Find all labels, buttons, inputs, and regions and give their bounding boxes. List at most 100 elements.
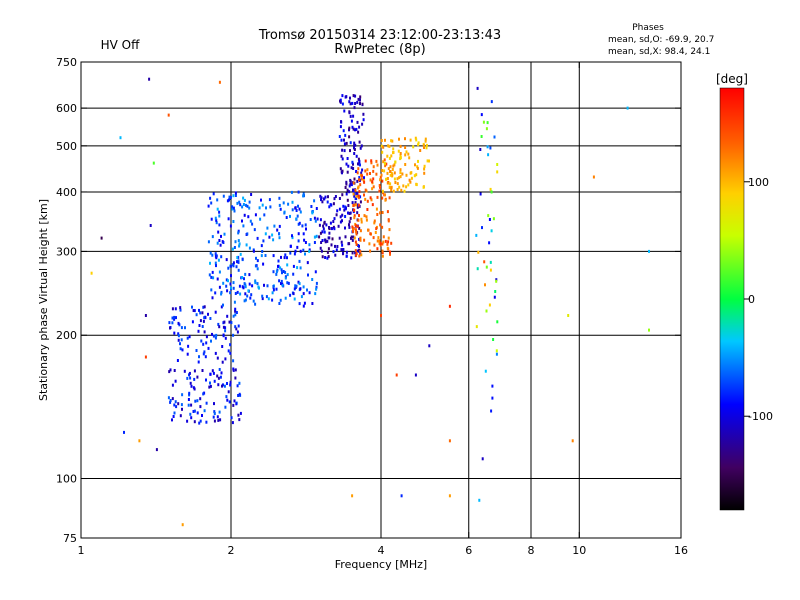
scatter-point	[386, 177, 389, 180]
scatter-point	[381, 249, 384, 253]
scatter-point	[423, 164, 426, 168]
y-tick-label: 600	[56, 102, 77, 115]
scatter-point	[201, 311, 204, 315]
scatter-point	[208, 273, 211, 277]
scatter-point	[186, 336, 189, 340]
scatter-point	[448, 439, 451, 443]
scatter-point	[177, 321, 180, 325]
scatter-point	[488, 241, 491, 245]
scatter-point	[358, 125, 361, 129]
scatter-point	[229, 343, 232, 347]
scatter-point	[379, 223, 382, 227]
scatter-point	[491, 396, 494, 400]
scatter-point	[303, 301, 306, 305]
scatter-point	[379, 211, 382, 215]
scatter-point	[224, 405, 227, 409]
scatter-point	[249, 219, 252, 223]
scatter-point	[315, 207, 318, 210]
scatter-point	[284, 276, 287, 280]
scatter-point	[245, 243, 248, 247]
scatter-point	[203, 350, 206, 354]
scatter-point	[375, 207, 378, 211]
scatter-point	[302, 248, 305, 252]
scatter-point	[363, 238, 366, 242]
scatter-point	[256, 267, 259, 271]
scatter-point	[404, 146, 407, 149]
scatter-point	[229, 351, 232, 355]
scatter-point	[361, 168, 364, 172]
scatter-point	[400, 188, 403, 192]
scatter-point	[315, 234, 318, 238]
scatter-point	[356, 205, 359, 209]
scatter-point	[144, 314, 147, 317]
scatter-point	[356, 224, 359, 228]
scatter-point	[345, 141, 348, 145]
scatter-point	[412, 145, 415, 149]
scatter-point	[359, 252, 362, 256]
scatter-point	[320, 249, 323, 253]
scatter-point	[326, 200, 329, 204]
scatter-point	[177, 334, 180, 338]
scatter-point	[486, 121, 489, 125]
scatter-point	[320, 196, 323, 200]
scatter-point	[259, 217, 262, 221]
scatter-point	[355, 194, 358, 198]
scatter-point	[217, 258, 220, 262]
scatter-point	[390, 154, 393, 158]
scatter-point	[173, 317, 176, 321]
scatter-point	[273, 224, 276, 228]
scatter-point	[382, 235, 385, 239]
scatter-point	[279, 207, 282, 211]
scatter-point	[380, 139, 383, 142]
scatter-point	[256, 259, 259, 263]
scatter-point	[346, 198, 349, 202]
scatter-point	[339, 125, 342, 129]
scatter-point	[278, 196, 281, 200]
scatter-point	[261, 297, 264, 301]
scatter-point	[360, 253, 363, 257]
scatter-point	[489, 146, 492, 150]
scatter-point	[351, 238, 354, 242]
scatter-point	[361, 122, 364, 126]
scatter-point	[321, 239, 324, 242]
scatter-point	[353, 152, 356, 155]
scatter-point	[241, 257, 244, 261]
x-tick-label: 8	[528, 544, 535, 557]
scatter-point	[233, 246, 236, 249]
scatter-point	[349, 102, 352, 106]
colorbar-ticks: 100 0 -100	[744, 176, 773, 423]
scatter-point	[334, 244, 336, 248]
scatter-point	[369, 196, 372, 200]
scatter-point	[335, 248, 338, 252]
scatter-point	[489, 268, 492, 272]
scatter-point	[380, 144, 383, 148]
scatter-point	[376, 213, 379, 216]
scatter-point	[251, 222, 254, 226]
scatter-point	[223, 384, 226, 388]
scatter-point	[284, 270, 287, 274]
scatter-point	[241, 276, 244, 279]
scatter-point	[232, 261, 235, 265]
scatter-point	[218, 410, 221, 414]
scatter-point	[291, 234, 293, 238]
scatter-point	[211, 253, 214, 257]
stats-x-line: mean, sd,X: 98.4, 24.1	[608, 47, 710, 57]
scatter-point	[379, 178, 382, 182]
scatter-point	[495, 349, 498, 353]
scatter-point	[197, 329, 200, 333]
scatter-point	[171, 418, 173, 422]
scatter-point	[358, 190, 361, 194]
scatter-point	[275, 287, 278, 291]
scatter-point	[378, 184, 381, 187]
scatter-point	[353, 146, 355, 150]
scatter-point	[219, 418, 222, 422]
scatter-point	[251, 284, 254, 288]
scatter-point	[198, 421, 201, 425]
scatter-point	[426, 159, 429, 163]
scatter-point	[199, 397, 202, 401]
scatter-point	[244, 272, 247, 276]
scatter-point	[475, 325, 478, 329]
scatter-point	[384, 193, 386, 197]
scatter-point	[237, 268, 240, 272]
scatter-point	[571, 439, 574, 443]
